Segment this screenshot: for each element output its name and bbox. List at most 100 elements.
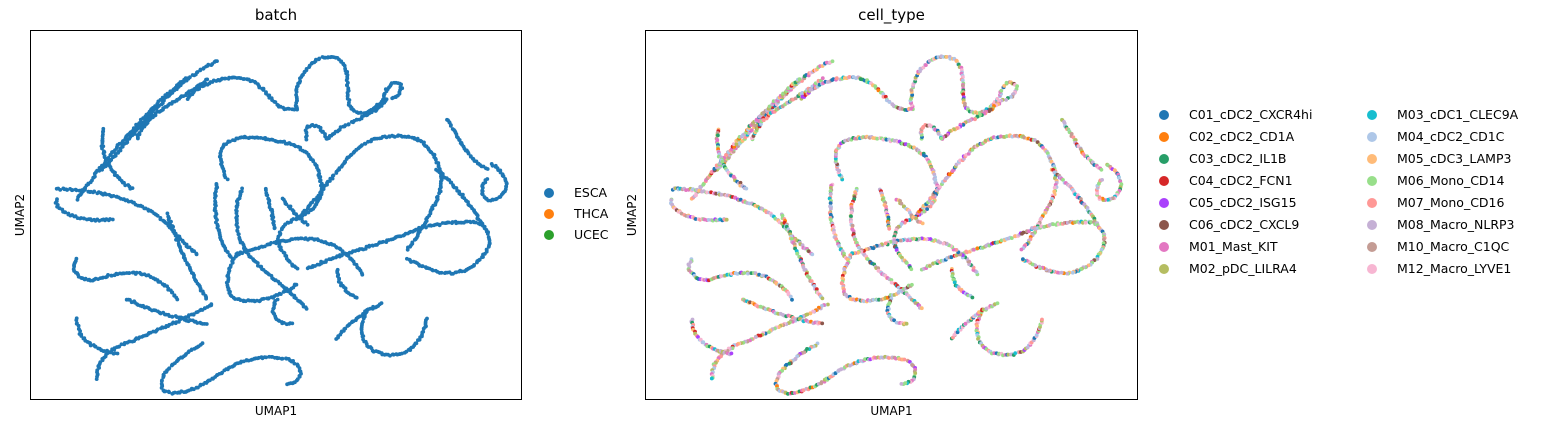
- data-point: [975, 324, 979, 328]
- data-point: [417, 225, 421, 230]
- legend-marker: [1367, 197, 1377, 208]
- data-point: [829, 206, 833, 211]
- data-point: [1041, 145, 1045, 150]
- legend-marker: [544, 229, 554, 240]
- data-point: [134, 270, 139, 275]
- data-point: [279, 227, 284, 232]
- data-point: [293, 236, 298, 241]
- data-point: [889, 280, 894, 285]
- data-point: [887, 100, 892, 104]
- data-point: [349, 120, 354, 124]
- data-point: [1101, 241, 1106, 246]
- data-point: [720, 159, 725, 164]
- data-point: [1019, 247, 1024, 252]
- data-point: [317, 56, 322, 61]
- data-point: [899, 201, 904, 206]
- data-point: [910, 93, 915, 97]
- data-point: [486, 244, 491, 249]
- data-point: [187, 92, 192, 97]
- data-point: [170, 290, 174, 295]
- data-point: [305, 222, 310, 227]
- data-point: [78, 329, 82, 333]
- data-point: [155, 213, 160, 218]
- legend-item: ESCA: [544, 185, 607, 200]
- data-point: [412, 237, 417, 242]
- data-point: [176, 238, 181, 243]
- data-point: [405, 247, 410, 252]
- data-point: [264, 188, 268, 193]
- data-point: [729, 351, 734, 356]
- data-point: [1065, 271, 1069, 276]
- data-point: [706, 218, 711, 222]
- data-point: [1004, 134, 1009, 139]
- data-point: [749, 128, 754, 132]
- data-point: [111, 194, 116, 198]
- data-point: [734, 142, 739, 146]
- data-point: [875, 136, 880, 141]
- data-point: [1027, 229, 1031, 234]
- data-point: [973, 117, 977, 122]
- data-point: [74, 188, 79, 193]
- data-point: [405, 256, 409, 261]
- data-point: [213, 196, 217, 200]
- data-point: [669, 198, 674, 203]
- data-point: [381, 239, 386, 244]
- data-point: [904, 261, 909, 265]
- data-point: [110, 217, 115, 222]
- data-point: [1052, 185, 1057, 190]
- data-point: [358, 110, 363, 115]
- data-point: [834, 76, 839, 81]
- data-point: [287, 260, 292, 264]
- data-point: [1070, 270, 1075, 275]
- data-point: [902, 357, 907, 362]
- data-point: [235, 225, 240, 230]
- data-point: [1045, 151, 1050, 156]
- scatter-plot: [669, 54, 1124, 396]
- data-point: [850, 223, 855, 228]
- data-point: [302, 237, 307, 241]
- data-point: [801, 388, 806, 393]
- data-point: [421, 329, 426, 334]
- data-point: [465, 219, 470, 224]
- legend-item: THCA: [544, 206, 608, 221]
- data-point: [297, 366, 302, 371]
- legend-item: M05_cDC3_LAMP3: [1367, 151, 1511, 166]
- data-point: [158, 217, 163, 222]
- data-point: [828, 201, 833, 206]
- data-point: [79, 334, 84, 338]
- data-point: [800, 91, 805, 95]
- legend-item: C03_cDC2_IL1B: [1159, 151, 1287, 166]
- data-point: [94, 377, 99, 381]
- data-point: [1106, 197, 1110, 202]
- data-point: [205, 77, 210, 82]
- data-point: [331, 173, 336, 178]
- data-point: [167, 390, 172, 395]
- legend-label: THCA: [574, 206, 609, 221]
- legend-marker: [1367, 109, 1377, 120]
- data-point: [490, 163, 495, 168]
- legend-item: M08_Macro_NLRP3: [1367, 217, 1515, 232]
- data-point: [898, 238, 903, 243]
- data-point: [849, 210, 854, 215]
- data-point: [939, 136, 944, 141]
- data-point: [261, 88, 266, 92]
- data-point: [719, 274, 723, 279]
- data-point: [74, 318, 79, 322]
- data-point: [223, 76, 228, 81]
- data-point: [360, 143, 364, 147]
- data-point: [110, 347, 114, 352]
- legend-item: M03_cDC1_CLEC9A: [1367, 107, 1518, 122]
- data-point: [698, 337, 703, 342]
- data-point: [123, 183, 128, 188]
- legend-marker: [1159, 131, 1169, 142]
- data-point: [475, 213, 480, 218]
- data-point: [437, 222, 442, 227]
- data-point: [811, 309, 815, 314]
- data-point: [267, 202, 272, 207]
- legend-label: C02_cDC2_CD1A: [1189, 129, 1295, 144]
- data-point: [225, 250, 230, 255]
- data-point: [163, 389, 168, 394]
- data-point: [272, 240, 277, 245]
- data-point: [1008, 95, 1013, 99]
- data-point: [1102, 237, 1106, 242]
